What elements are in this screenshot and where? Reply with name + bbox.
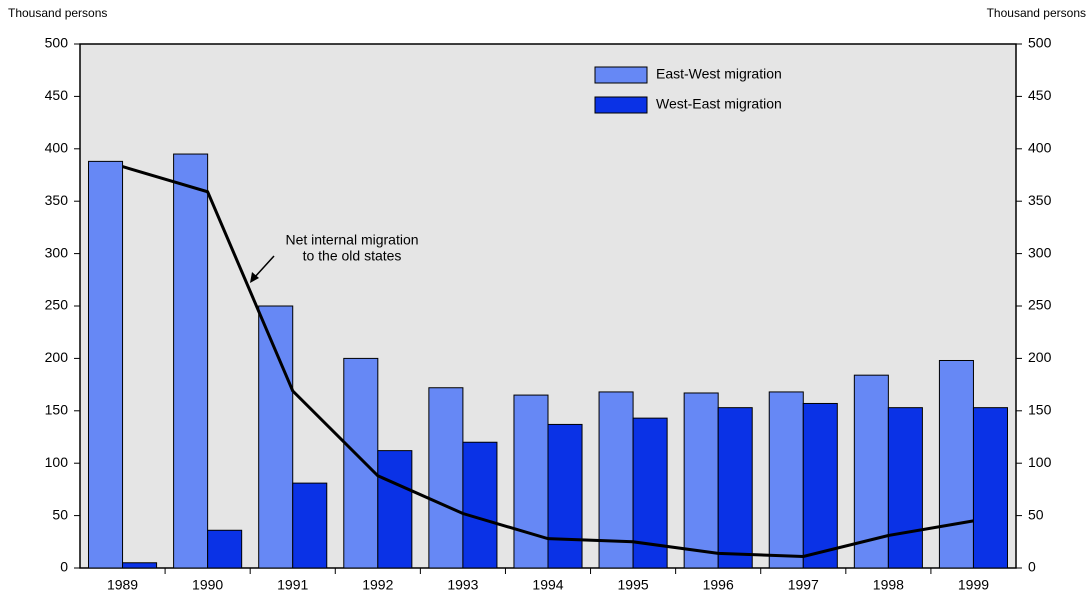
y-tick-label: 200 — [45, 349, 69, 365]
y-axis-label: Thousand persons — [8, 6, 107, 20]
y-tick-label: 300 — [45, 244, 69, 260]
bar — [717, 407, 753, 569]
y-tick-label: 100 — [45, 454, 69, 470]
legend-swatch — [594, 96, 648, 114]
y2-axis-label: Thousand persons — [987, 6, 1086, 20]
y-tick-label: 150 — [45, 402, 69, 418]
y2-tick-label: 300 — [1028, 244, 1052, 260]
x-tick-label: 1991 — [277, 577, 308, 593]
x-tick-label: 1997 — [788, 577, 819, 593]
x-tick-label: 1999 — [958, 577, 989, 593]
bar — [513, 394, 549, 569]
annotation-arrowhead — [250, 272, 259, 283]
bar — [292, 482, 328, 569]
net-migration-line — [122, 165, 974, 558]
bar — [598, 391, 634, 569]
y2-tick-label: 200 — [1028, 349, 1052, 365]
bar — [972, 407, 1008, 569]
legend-label: East-West migration — [656, 66, 782, 82]
annotation: to the old states — [303, 248, 402, 264]
bar — [122, 562, 158, 569]
x-tick-label: 1993 — [447, 577, 478, 593]
bar — [173, 153, 209, 569]
y-tick-label: 500 — [45, 35, 69, 51]
y2-tick-label: 50 — [1028, 506, 1044, 522]
y2-tick-label: 400 — [1028, 140, 1052, 156]
bar — [547, 423, 583, 569]
x-tick-label: 1994 — [532, 577, 563, 593]
y-tick-label: 250 — [45, 297, 69, 313]
legend-label: West-East migration — [656, 96, 782, 112]
y2-tick-label: 0 — [1028, 559, 1036, 575]
y-tick-label: 450 — [45, 87, 69, 103]
bar — [258, 305, 294, 569]
annotation: Net internal migration — [285, 232, 418, 248]
x-tick-label: 1995 — [618, 577, 649, 593]
x-tick-label: 1989 — [107, 577, 138, 593]
y2-tick-label: 350 — [1028, 192, 1052, 208]
y-tick-label: 350 — [45, 192, 69, 208]
bar — [377, 450, 413, 569]
bar — [768, 391, 804, 569]
bar — [887, 407, 923, 569]
y2-tick-label: 100 — [1028, 454, 1052, 470]
x-tick-label: 1998 — [873, 577, 904, 593]
x-tick-label: 1992 — [362, 577, 393, 593]
y-tick-label: 400 — [45, 140, 69, 156]
bar — [207, 529, 243, 569]
y2-tick-label: 450 — [1028, 87, 1052, 103]
y2-tick-label: 250 — [1028, 297, 1052, 313]
legend-swatch — [594, 66, 648, 84]
bar — [683, 392, 719, 569]
annotation-arrow — [253, 255, 275, 279]
bar — [428, 387, 464, 569]
y-tick-label: 50 — [52, 506, 68, 522]
bar — [462, 441, 498, 569]
x-tick-label: 1990 — [192, 577, 223, 593]
bar — [802, 402, 838, 569]
bar — [343, 357, 379, 569]
y-tick-label: 0 — [60, 559, 68, 575]
y2-tick-label: 500 — [1028, 35, 1052, 51]
y2-tick-label: 150 — [1028, 402, 1052, 418]
x-tick-label: 1996 — [703, 577, 734, 593]
bar — [88, 160, 124, 569]
bar — [938, 359, 974, 569]
